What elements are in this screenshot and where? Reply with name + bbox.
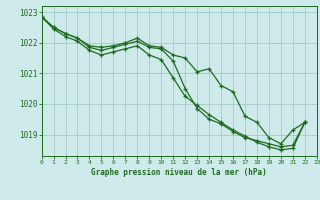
X-axis label: Graphe pression niveau de la mer (hPa): Graphe pression niveau de la mer (hPa) xyxy=(91,168,267,177)
